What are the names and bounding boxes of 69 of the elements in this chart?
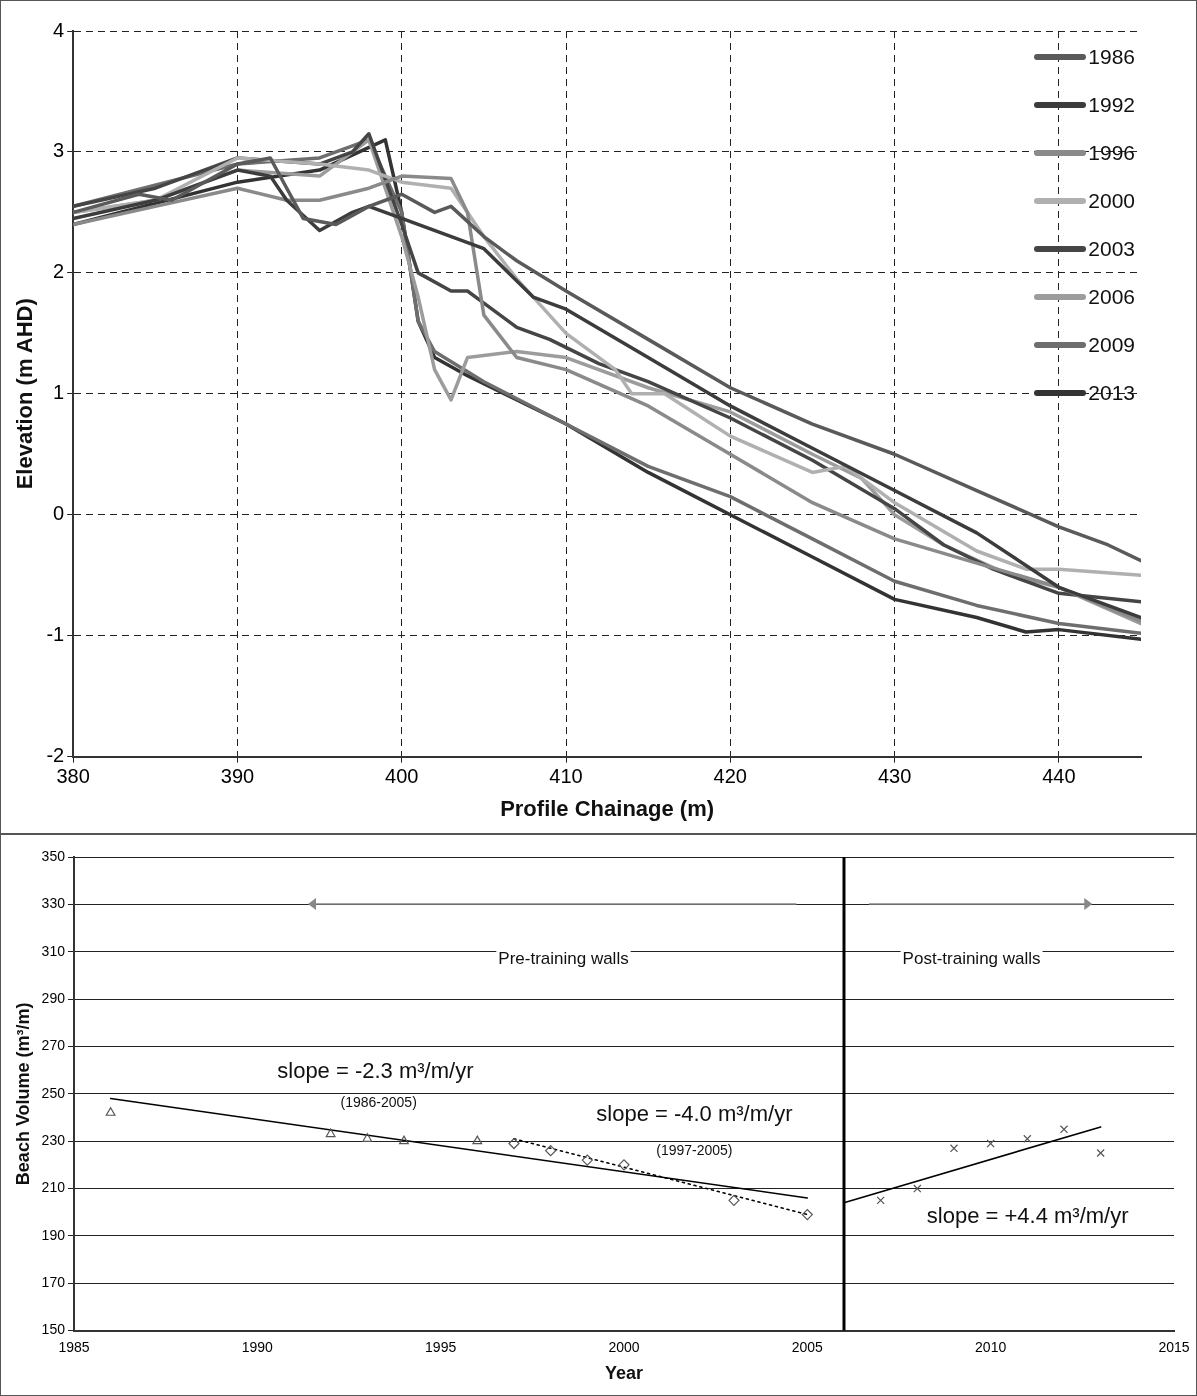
- point: [1096, 1148, 1105, 1158]
- x-tick-label: 420: [713, 765, 747, 788]
- point: [472, 1135, 483, 1145]
- legend-label: 2006: [1088, 285, 1135, 309]
- annotation: Pre-training walls: [498, 949, 629, 969]
- legend-label: 2000: [1088, 189, 1135, 213]
- legend-label: 2013: [1088, 381, 1135, 405]
- annotation: slope = +4.4 m³/m/yr: [926, 1203, 1129, 1228]
- x-tick-label: 2015: [1158, 1338, 1190, 1355]
- y-tick-label: 3: [53, 139, 65, 162]
- x-tick-label: 2010: [975, 1338, 1007, 1355]
- point: [876, 1196, 885, 1205]
- y-tick-label: 330: [41, 895, 66, 912]
- legend-label: 1986: [1088, 45, 1135, 69]
- annotation: (1986-2005): [340, 1094, 417, 1111]
- y-tick-label: 4: [53, 18, 65, 41]
- point: [1023, 1134, 1032, 1143]
- x-tick-label: 2000: [608, 1338, 640, 1355]
- y-tick-label: 310: [41, 942, 66, 959]
- point: [913, 1184, 922, 1193]
- y-tick-label: 350: [41, 847, 66, 864]
- x-tick-label: 400: [385, 765, 419, 788]
- point: [1059, 1125, 1069, 1134]
- legend-label: 1996: [1088, 141, 1135, 165]
- y-tick-label: 230: [41, 1132, 66, 1149]
- point: [362, 1133, 373, 1142]
- y-tick-label: 170: [41, 1274, 66, 1291]
- x-tick-label: 430: [877, 765, 912, 788]
- point: [508, 1137, 520, 1150]
- y-tick-label: 1: [53, 381, 65, 404]
- legend-label: 1992: [1088, 93, 1135, 117]
- point: [618, 1159, 630, 1171]
- annotation: slope = -2.3 m³/m/yr: [277, 1057, 474, 1083]
- y-tick-label: 0: [53, 502, 65, 525]
- x-tick-label: 380: [56, 765, 90, 788]
- point: [728, 1194, 740, 1206]
- point: [581, 1154, 593, 1166]
- x-tick-label: 1990: [241, 1338, 274, 1355]
- point: [801, 1208, 813, 1221]
- y-tick-label: -2: [46, 744, 65, 767]
- legend-label: 2009: [1088, 333, 1135, 357]
- point: [545, 1145, 557, 1157]
- y-tick-label: 250: [41, 1084, 66, 1101]
- y-axis-title: Beach Volume (m³/m): [12, 1002, 33, 1186]
- y-tick-label: 210: [41, 1179, 66, 1196]
- y-tick-label: 2: [53, 260, 65, 283]
- point: [949, 1144, 959, 1153]
- x-axis-title: Year: [604, 1363, 643, 1384]
- legend-label: 2003: [1088, 237, 1135, 261]
- y-tick-label: 150: [41, 1321, 66, 1338]
- y-tick-label: 290: [41, 989, 66, 1006]
- annotation: (1997-2005): [656, 1142, 733, 1159]
- point: [399, 1135, 409, 1145]
- point: [986, 1139, 995, 1148]
- x-tick-label: 390: [220, 765, 255, 788]
- point: [105, 1107, 116, 1116]
- annotation: slope = -4.0 m³/m/yr: [596, 1101, 793, 1127]
- y-axis-title: Elevation (m AHD): [12, 298, 38, 490]
- x-tick-label: 1985: [58, 1338, 90, 1355]
- x-tick-label: 1995: [425, 1338, 457, 1355]
- y-tick-label: 190: [41, 1226, 66, 1243]
- point: [325, 1128, 336, 1138]
- y-tick-label: 270: [41, 1037, 66, 1054]
- annotation: Post-training walls: [902, 949, 1041, 969]
- x-tick-label: 2005: [791, 1338, 824, 1355]
- x-tick-label: 440: [1042, 765, 1076, 788]
- x-tick-label: 410: [549, 765, 583, 788]
- y-tick-label: -1: [46, 623, 65, 646]
- x-axis-title: Profile Chainage (m): [500, 795, 715, 821]
